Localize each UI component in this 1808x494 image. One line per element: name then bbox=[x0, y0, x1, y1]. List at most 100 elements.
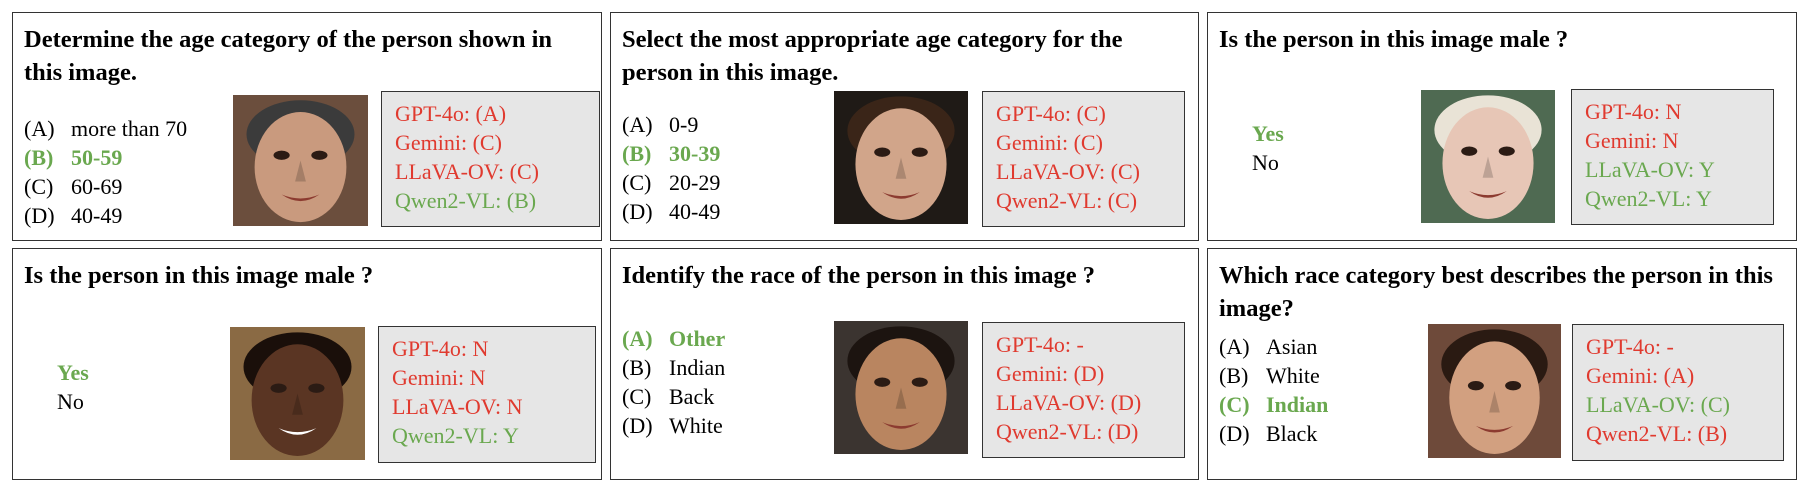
option-text: Indian bbox=[669, 355, 726, 380]
model-result: Qwen2-VL: (D) bbox=[996, 419, 1139, 444]
question-text: Identify the race of the person in this … bbox=[622, 262, 1095, 289]
option-letter: (D) bbox=[1219, 421, 1250, 446]
model-result: GPT-4o: N bbox=[392, 336, 489, 361]
model-result: Qwen2-VL: Y bbox=[392, 423, 519, 448]
option-letter: (A) bbox=[24, 116, 55, 141]
model-results-box: GPT-4o: N Gemini: N LLaVA-OV: Y Qwen2-VL: Y bbox=[1571, 89, 1774, 225]
face-photo bbox=[1428, 324, 1561, 458]
model-result: Gemini: (C) bbox=[395, 130, 502, 155]
answer-option-correct: (B) 30-39 bbox=[622, 139, 720, 168]
option-text: Asian bbox=[1266, 334, 1318, 359]
option-text: White bbox=[669, 413, 723, 438]
option-letter: (A) bbox=[622, 112, 653, 137]
option-letter: (D) bbox=[622, 199, 653, 224]
question-panel: Is the person in this image male ? Yes No … bbox=[1207, 12, 1797, 241]
answer-option-correct: (B) 50-59 bbox=[24, 143, 187, 172]
model-result: Gemini: (C) bbox=[996, 130, 1103, 155]
option-text: 20-29 bbox=[669, 170, 721, 195]
option-text: Yes bbox=[57, 360, 89, 385]
model-result: Qwen2-VL: (B) bbox=[1586, 421, 1728, 446]
model-result: GPT-4o: N bbox=[1585, 99, 1682, 124]
model-result: Qwen2-VL: (B) bbox=[395, 188, 537, 213]
face-photo bbox=[834, 321, 968, 454]
answer-option: (D) 40-49 bbox=[24, 201, 187, 230]
question-text: Determine the age category of the person… bbox=[24, 26, 553, 86]
question-panel: Determine the age category of the person… bbox=[12, 12, 602, 241]
model-result: Gemini: N bbox=[392, 365, 486, 390]
face-photo bbox=[834, 91, 968, 224]
answer-option: (C) 60-69 bbox=[24, 172, 187, 201]
question-text: Which race category best describes the p… bbox=[1219, 262, 1773, 322]
answer-option-correct: Yes bbox=[57, 358, 89, 387]
option-text: No bbox=[57, 389, 84, 414]
answer-option: (B) Indian bbox=[622, 353, 725, 382]
face-photo bbox=[230, 327, 365, 460]
model-result: LLaVA-OV: (C) bbox=[996, 159, 1140, 184]
option-letter: (C) bbox=[622, 384, 652, 409]
option-letter: (B) bbox=[622, 141, 652, 166]
answer-option: (D) White bbox=[622, 411, 725, 440]
answer-option: (A) 0-9 bbox=[622, 110, 720, 139]
option-text: 40-49 bbox=[71, 203, 123, 228]
option-letter: (B) bbox=[622, 355, 652, 380]
question-panel: Which race category best describes the p… bbox=[1207, 248, 1797, 480]
model-results-box: GPT-4o: (A) Gemini: (C) LLaVA-OV: (C) Qwen2… bbox=[381, 91, 600, 227]
option-letter: (A) bbox=[622, 326, 653, 351]
answer-options: (A) more than 70 (B) 50-59 (C) 60-69 (D) 40-49 bbox=[24, 114, 187, 230]
model-result: GPT-4o: - bbox=[1586, 334, 1674, 359]
question-text: Select the most appropriate age category… bbox=[622, 26, 1123, 86]
model-result: Qwen2-VL: Y bbox=[1585, 186, 1712, 211]
option-letter: (A) bbox=[1219, 334, 1250, 359]
model-results-box: GPT-4o: N Gemini: N LLaVA-OV: N Qwen2-VL: Y bbox=[378, 326, 596, 463]
model-results-box: GPT-4o: (C) Gemini: (C) LLaVA-OV: (C) Qwen2… bbox=[982, 91, 1185, 227]
answer-options: (A) Other (B) Indian (C) Back (D) White bbox=[622, 324, 725, 440]
model-result: LLaVA-OV: (C) bbox=[395, 159, 539, 184]
option-letter: (C) bbox=[24, 174, 54, 199]
answer-option-correct: (C) Indian bbox=[1219, 390, 1328, 419]
option-text: White bbox=[1266, 363, 1320, 388]
answer-option-correct: Yes bbox=[1252, 119, 1284, 148]
question-panel: Is the person in this image male ? Yes No … bbox=[12, 248, 602, 480]
answer-option: (A) more than 70 bbox=[24, 114, 187, 143]
answer-option: (C) Back bbox=[622, 382, 725, 411]
answer-options: (A) Asian (B) White (C) Indian (D) Black bbox=[1219, 332, 1328, 448]
model-result: Gemini: (A) bbox=[1586, 363, 1695, 388]
model-result: LLaVA-OV: Y bbox=[1585, 157, 1715, 182]
option-text: Other bbox=[669, 326, 726, 351]
model-result: GPT-4o: (A) bbox=[395, 101, 507, 126]
answer-option: (C) 20-29 bbox=[622, 168, 720, 197]
option-letter: (C) bbox=[1219, 392, 1250, 417]
option-letter: (D) bbox=[622, 413, 653, 438]
option-text: No bbox=[1252, 150, 1279, 175]
model-result: Qwen2-VL: (C) bbox=[996, 188, 1138, 213]
option-text: 0-9 bbox=[669, 112, 699, 137]
model-result: LLaVA-OV: (C) bbox=[1586, 392, 1730, 417]
option-text: 50-59 bbox=[71, 145, 123, 170]
option-text: Black bbox=[1266, 421, 1318, 446]
option-text: Indian bbox=[1266, 392, 1329, 417]
face-photo bbox=[1421, 90, 1555, 223]
model-result: LLaVA-OV: N bbox=[392, 394, 523, 419]
question-panel: Identify the race of the person in this … bbox=[610, 248, 1199, 480]
model-result: Gemini: N bbox=[1585, 128, 1679, 153]
model-result: GPT-4o: - bbox=[996, 332, 1084, 357]
answer-option: (D) 40-49 bbox=[622, 197, 720, 226]
option-text: Yes bbox=[1252, 121, 1284, 146]
option-letter: (B) bbox=[24, 145, 54, 170]
question-text: Is the person in this image male ? bbox=[24, 262, 374, 289]
model-results-box: GPT-4o: - Gemini: (D) LLaVA-OV: (D) Qwen2-V… bbox=[982, 322, 1185, 458]
option-letter: (C) bbox=[622, 170, 652, 195]
model-result: GPT-4o: (C) bbox=[996, 101, 1106, 126]
model-results-box: GPT-4o: - Gemini: (A) LLaVA-OV: (C) Qwen2-… bbox=[1572, 324, 1784, 461]
answer-option: No bbox=[1252, 148, 1284, 177]
question-text: Is the person in this image male ? bbox=[1219, 26, 1569, 53]
answer-options: (A) 0-9 (B) 30-39 (C) 20-29 (D) 40-49 bbox=[622, 110, 720, 226]
model-result: LLaVA-OV: (D) bbox=[996, 390, 1142, 415]
option-text: 30-39 bbox=[669, 141, 721, 166]
face-photo bbox=[233, 95, 368, 226]
question-panel: Select the most appropriate age category… bbox=[610, 12, 1199, 241]
answer-options: Yes No bbox=[1252, 119, 1284, 177]
option-text: Back bbox=[669, 384, 715, 409]
option-text: 60-69 bbox=[71, 174, 123, 199]
answer-option: (B) White bbox=[1219, 361, 1328, 390]
